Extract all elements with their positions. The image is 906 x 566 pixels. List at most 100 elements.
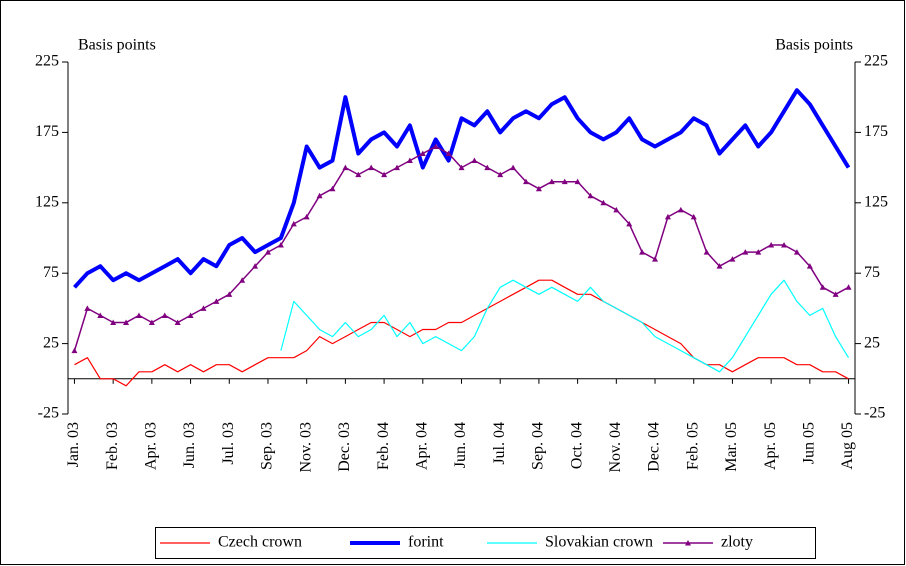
- series-marker: [200, 305, 207, 311]
- x-tick-label: Feb. 03: [104, 422, 121, 470]
- series-marker: [71, 347, 78, 354]
- series-marker: [406, 157, 413, 164]
- series-marker: [742, 249, 749, 255]
- x-tick-label: Feb. 04: [375, 422, 392, 470]
- y2-tick-label: 25: [864, 334, 880, 351]
- series-marker: [484, 164, 491, 171]
- legend-label: Czech crown: [218, 534, 302, 551]
- series-marker: [613, 206, 620, 213]
- y-tick-label: 75: [43, 264, 59, 281]
- x-tick-label: Mar. 05: [723, 422, 740, 472]
- series-marker: [226, 291, 233, 297]
- x-tick-label: Oct. 04: [568, 422, 585, 469]
- series-marker: [329, 185, 336, 192]
- series-marker: [419, 150, 426, 157]
- series-marker: [510, 164, 517, 171]
- x-tick-label: Feb. 05: [684, 422, 701, 470]
- series-marker: [535, 185, 542, 192]
- series-marker: [381, 171, 388, 178]
- x-tick-label: Jul. 04: [491, 422, 508, 465]
- x-tick-label: Jun. 03: [181, 422, 198, 468]
- x-tick-label: Nov. 03: [297, 422, 314, 473]
- y-tick-label: 125: [35, 193, 59, 210]
- series-marker: [703, 249, 710, 255]
- series-marker: [342, 164, 349, 171]
- series-marker: [574, 178, 581, 185]
- y-tick-label: 175: [35, 123, 59, 140]
- legend-label: zloty: [721, 534, 753, 551]
- series-marker: [290, 220, 297, 227]
- y2-tick-label: 125: [864, 193, 888, 210]
- series-marker: [832, 291, 839, 297]
- series-marker: [587, 192, 594, 199]
- series-marker: [187, 312, 194, 318]
- series-marker: [393, 164, 400, 171]
- y2-tick-label: 225: [864, 53, 888, 70]
- x-tick-label: Apr. 04: [413, 422, 430, 470]
- y-tick-label: 225: [35, 53, 59, 70]
- series-marker: [303, 213, 310, 220]
- x-tick-label: Dec. 03: [336, 422, 353, 472]
- series-marker: [652, 256, 659, 262]
- series-marker: [471, 157, 478, 164]
- x-tick-label: Jan. 03: [65, 422, 82, 467]
- x-tick-label: Sep. 03: [259, 422, 276, 470]
- series-marker: [161, 312, 168, 318]
- series-marker: [355, 171, 362, 178]
- series-marker: [97, 312, 104, 318]
- legend-marker: [685, 540, 691, 546]
- series-marker: [148, 319, 155, 325]
- series-marker: [716, 263, 723, 269]
- x-tick-label: Dec. 04: [646, 422, 663, 472]
- x-tick-label: Jun 05: [801, 422, 818, 464]
- series-marker: [548, 178, 555, 185]
- series-marker: [213, 298, 220, 304]
- x-tick-label: Apr. 03: [143, 422, 160, 470]
- series-marker: [368, 164, 375, 171]
- series-line: [74, 279, 849, 387]
- series-marker: [264, 249, 271, 255]
- x-tick-label: Jun. 04: [452, 422, 469, 468]
- series-marker: [316, 192, 323, 199]
- y-axis-label: Basis points: [78, 37, 156, 54]
- series-marker: [755, 249, 762, 255]
- y-tick-label: -25: [38, 405, 59, 422]
- legend-label: Slovakian crown: [545, 534, 653, 551]
- series-marker: [806, 263, 813, 269]
- x-tick-label: Jul. 03: [220, 422, 237, 465]
- series-marker: [110, 319, 117, 325]
- series-marker: [793, 249, 800, 255]
- series-marker: [729, 256, 736, 262]
- x-tick-label: Sep. 04: [530, 422, 547, 470]
- series-marker: [123, 319, 130, 325]
- series-marker: [523, 178, 530, 185]
- series-marker: [432, 143, 439, 149]
- series-line: [280, 279, 850, 373]
- series-line: [73, 88, 851, 289]
- series-marker: [135, 312, 142, 318]
- y-tick-label: 25: [43, 334, 59, 351]
- series-marker: [664, 213, 671, 220]
- series-marker: [84, 305, 91, 311]
- series-marker: [781, 242, 788, 248]
- series-marker: [239, 277, 246, 283]
- x-tick-label: Apr. 05: [762, 422, 779, 470]
- y2-axis-label: Basis points: [775, 37, 853, 54]
- series-marker: [497, 171, 504, 178]
- series-marker: [445, 150, 452, 157]
- series-marker: [768, 242, 775, 248]
- legend-label: forint: [408, 534, 444, 551]
- x-tick-label: Aug 05: [839, 422, 856, 470]
- series-marker: [677, 206, 684, 213]
- series-marker: [639, 249, 646, 255]
- series-marker: [561, 178, 568, 185]
- series-marker: [458, 164, 465, 171]
- series-marker: [845, 284, 852, 290]
- x-tick-label: Nov. 04: [607, 422, 624, 473]
- series-marker: [174, 319, 181, 325]
- y2-tick-label: 75: [864, 264, 880, 281]
- series-marker: [819, 284, 826, 290]
- y2-tick-label: -25: [864, 405, 885, 422]
